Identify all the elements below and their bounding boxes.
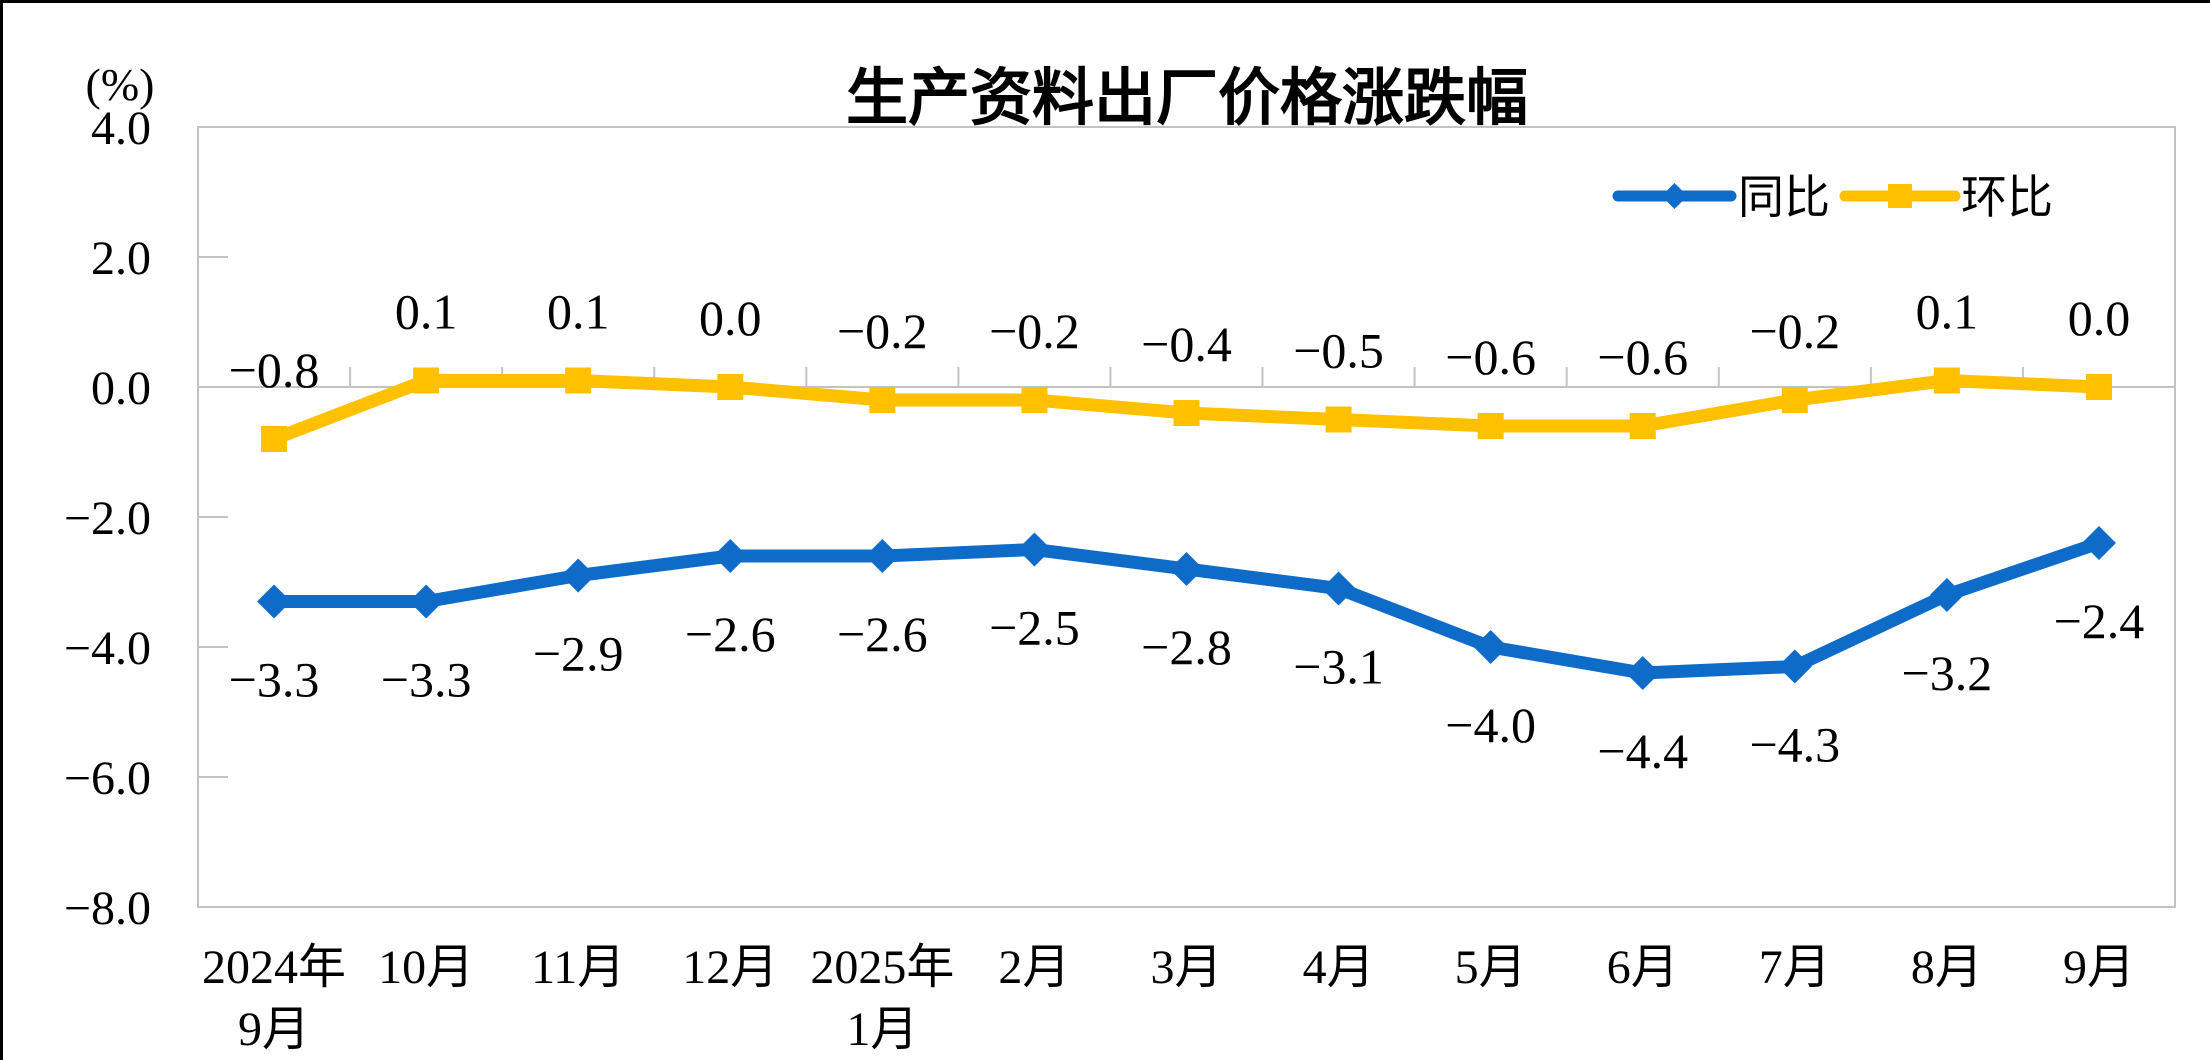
legend-label: 环比: [1961, 172, 2053, 223]
x-axis-category-label: 9月: [238, 1003, 310, 1056]
legend-label: 同比: [1738, 172, 1830, 223]
data-label: −2.4: [2054, 593, 2145, 649]
data-label: −2.6: [837, 606, 928, 662]
data-label: −0.2: [989, 303, 1080, 359]
data-label: −0.5: [1293, 323, 1384, 379]
data-point-marker-square: [1629, 413, 1656, 439]
y-axis-tick-label: −4.0: [64, 622, 151, 675]
data-label: −3.1: [1293, 639, 1384, 695]
data-label: −0.2: [1749, 303, 1840, 359]
x-axis-category-label: 2月: [998, 941, 1070, 994]
y-axis-unit-label: (%): [86, 59, 155, 110]
data-label: −0.4: [1141, 316, 1232, 372]
data-label: 0.1: [1916, 284, 1979, 340]
x-axis-category-label: 6月: [1607, 941, 1679, 994]
data-point-marker-square: [1477, 413, 1504, 439]
data-label: −4.4: [1597, 723, 1688, 779]
y-axis-tick-label: 4.0: [91, 102, 151, 155]
data-point-marker-square: [717, 374, 744, 400]
data-point-marker-square: [1325, 406, 1352, 433]
plot-border: [197, 126, 2176, 908]
data-label: −3.3: [381, 652, 472, 708]
data-label: −2.9: [533, 626, 624, 682]
chart-title: 生产资料出厂价格涨跌幅: [846, 64, 1528, 133]
data-point-marker-square: [869, 387, 896, 413]
x-axis-category-label: 12月: [682, 941, 778, 994]
data-label: 0.0: [699, 290, 762, 346]
data-label: −2.8: [1141, 619, 1232, 675]
data-label: −2.5: [989, 600, 1080, 656]
data-point-marker-square: [2085, 374, 2112, 400]
data-label: 0.0: [2068, 290, 2131, 346]
data-label: −0.6: [1445, 329, 1536, 385]
x-axis-category-label: 2025年: [810, 941, 954, 994]
x-axis-category-label: 10月: [378, 941, 474, 994]
data-point-marker-diamond: [865, 539, 900, 573]
x-axis-category-label: 9月: [2063, 941, 2135, 994]
data-point-marker-diamond: [1169, 552, 1204, 586]
data-point-marker-square: [261, 426, 288, 452]
x-axis-category-label: 7月: [1759, 941, 1831, 994]
legend-marker-square: [1888, 184, 1912, 208]
y-axis-tick-label: 0.0: [91, 362, 151, 415]
legend-marker-diamond: [1661, 183, 1688, 209]
data-label: 0.1: [395, 284, 458, 340]
data-label: −2.6: [685, 606, 776, 662]
data-point-marker-diamond: [257, 584, 292, 619]
data-label: −0.6: [1597, 329, 1688, 385]
data-point-marker-square: [565, 367, 592, 394]
x-axis-category-label: 5月: [1455, 941, 1527, 994]
data-point-marker-diamond: [1929, 578, 1964, 612]
legend: 同比 环比: [1612, 172, 2053, 223]
data-label: −4.3: [1749, 717, 1840, 773]
data-point-marker-diamond: [409, 584, 444, 619]
data-label: 0.1: [547, 284, 610, 340]
data-point-marker-square: [1021, 387, 1048, 413]
data-point-marker-diamond: [1321, 571, 1356, 606]
y-axis-tick-label: −2.0: [64, 492, 151, 545]
data-point-marker-square: [1781, 387, 1808, 413]
x-axis-category-label: 11月: [531, 941, 625, 994]
y-axis-tick-label: −6.0: [64, 752, 151, 805]
data-point-marker-diamond: [1473, 630, 1508, 664]
x-axis-category-label: 2024年: [202, 941, 346, 994]
data-point-marker-diamond: [1625, 656, 1660, 690]
x-axis-category-label: 8月: [1911, 941, 1983, 994]
data-point-marker-square: [413, 367, 440, 394]
data-label: −3.2: [1902, 645, 1993, 701]
data-label: −0.2: [837, 303, 928, 359]
data-point-marker-square: [1173, 400, 1200, 426]
data-label: −3.3: [229, 652, 320, 708]
data-point-marker-diamond: [2081, 526, 2116, 560]
y-axis-tick-label: 2.0: [91, 232, 151, 285]
data-point-marker-diamond: [1017, 532, 1052, 567]
x-axis-category-label: 4月: [1303, 941, 1375, 994]
data-point-marker-diamond: [1777, 649, 1812, 684]
x-axis-category-label: 3月: [1150, 941, 1222, 994]
x-axis-category-label: 1月: [846, 1003, 918, 1056]
data-label: −4.0: [1445, 697, 1536, 753]
data-point-marker-square: [1933, 367, 1960, 394]
plot-area: 4.0 2.0 0.0 −2.0 −4.0 −6.0 −8.0 2024年 9月 10月 11月 12…: [64, 102, 2176, 1056]
producer-price-line-chart: 生产资料出厂价格涨跌幅 (%) 4.0 2.0 0.0 −2.0 −4.0 −6.0 −8.…: [64, 59, 2176, 1056]
data-point-marker-diamond: [561, 558, 596, 593]
data-label: −0.8: [229, 342, 320, 398]
data-point-marker-diamond: [713, 539, 748, 573]
y-axis-tick-label: −8.0: [64, 882, 151, 935]
